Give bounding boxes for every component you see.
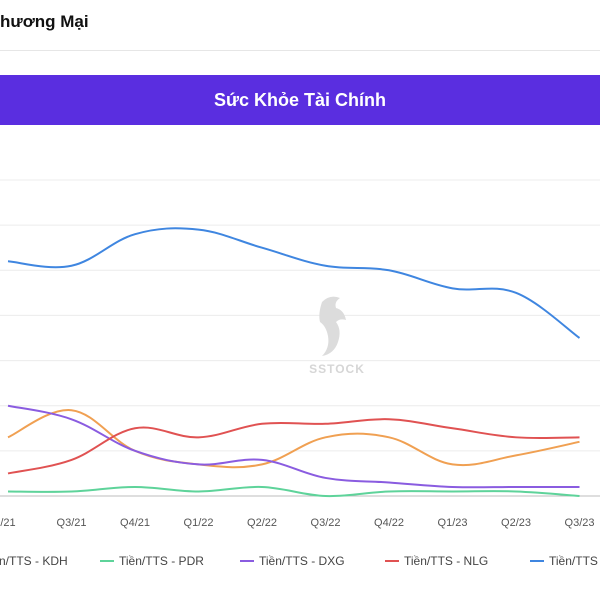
legend-label-4[interactable]: Tiền/TTS [549, 554, 598, 568]
legend-label-0[interactable]: n/TTS - KDH [0, 554, 68, 568]
series-line-1 [7, 485, 580, 498]
series-lines [7, 227, 581, 498]
x-tick-label: Q3/21 [57, 517, 87, 529]
horse-logo-icon [319, 296, 346, 356]
x-tick-label: Q1/22 [184, 517, 214, 529]
x-tick-label: Q3/23 [565, 517, 595, 529]
legend-label-2[interactable]: Tiền/TTS - DXG [259, 554, 345, 568]
page-title: hương Mại [0, 12, 89, 31]
x-axis-ticks: /21 Q3/21 Q4/21 Q1/22 Q2/22 Q3/22 Q4/22 Q1/23 Q2… [0, 517, 594, 529]
financial-health-chart: SSTOCK /21 Q3/21 Q4/21 Q1/22 Q2/22 Q3/22 Q4/22… [0, 179, 600, 568]
x-tick-label: Q3/22 [311, 517, 341, 529]
x-tick-label: Q2/23 [501, 517, 531, 529]
watermark-text: SSTOCK [309, 362, 365, 376]
x-tick-label: Q4/21 [120, 517, 150, 529]
x-tick-label: Q1/23 [438, 517, 468, 529]
series-line-3 [7, 418, 580, 475]
banner-title: Sức Khỏe Tài Chính [213, 89, 387, 110]
series-line-0 [7, 409, 580, 469]
section-banner: Sức Khỏe Tài Chính [0, 75, 600, 125]
x-tick-label: /21 [0, 517, 15, 529]
legend-label-1[interactable]: Tiền/TTS - PDR [119, 554, 204, 568]
x-tick-label: Q4/22 [374, 517, 404, 529]
series-line-2 [7, 404, 580, 489]
header-divider [0, 50, 600, 51]
series-line-4 [7, 227, 581, 339]
watermark: SSTOCK [309, 296, 365, 376]
x-tick-label: Q2/22 [247, 517, 277, 529]
chart-legend: n/TTS - KDH Tiền/TTS - PDR Tiền/TTS - DXG T… [0, 554, 598, 568]
chart-grid [0, 179, 600, 497]
legend-label-3[interactable]: Tiền/TTS - NLG [404, 554, 488, 568]
